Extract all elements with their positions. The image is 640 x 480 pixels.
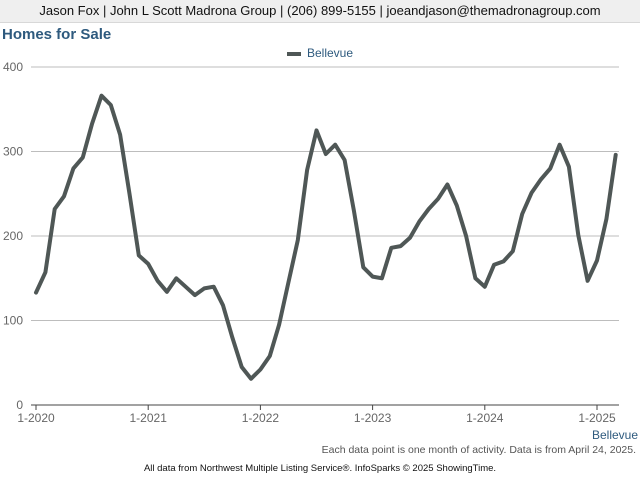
y-tick-label: 400 [3, 60, 23, 74]
x-tick-label: 1-2024 [466, 411, 504, 425]
y-tick-label: 200 [3, 229, 23, 243]
y-tick-label: 300 [3, 145, 23, 159]
contact-header: Jason Fox | John L Scott Madrona Group |… [0, 0, 640, 23]
x-tick-label: 1-2022 [242, 411, 280, 425]
axis-series-label: Bellevue [591, 428, 638, 442]
y-tick-label: 0 [16, 398, 23, 412]
chart-title: Homes for Sale [2, 26, 112, 43]
series-line [34, 93, 618, 381]
x-tick-label: 1-2020 [17, 411, 55, 425]
legend-swatch [286, 51, 301, 56]
data-note: Each data point is one month of activity… [321, 444, 636, 456]
x-tick-label: 1-2021 [130, 411, 168, 425]
legend-label: Bellevue [306, 46, 354, 60]
x-tick-label: 1-2023 [354, 411, 392, 425]
y-tick-label: 100 [3, 314, 23, 328]
contact-line: Jason Fox | John L Scott Madrona Group |… [39, 3, 601, 18]
chart-legend: Bellevue [0, 46, 640, 60]
x-tick-label: 1-2025 [578, 411, 616, 425]
source-footer: All data from Northwest Multiple Listing… [143, 463, 497, 474]
